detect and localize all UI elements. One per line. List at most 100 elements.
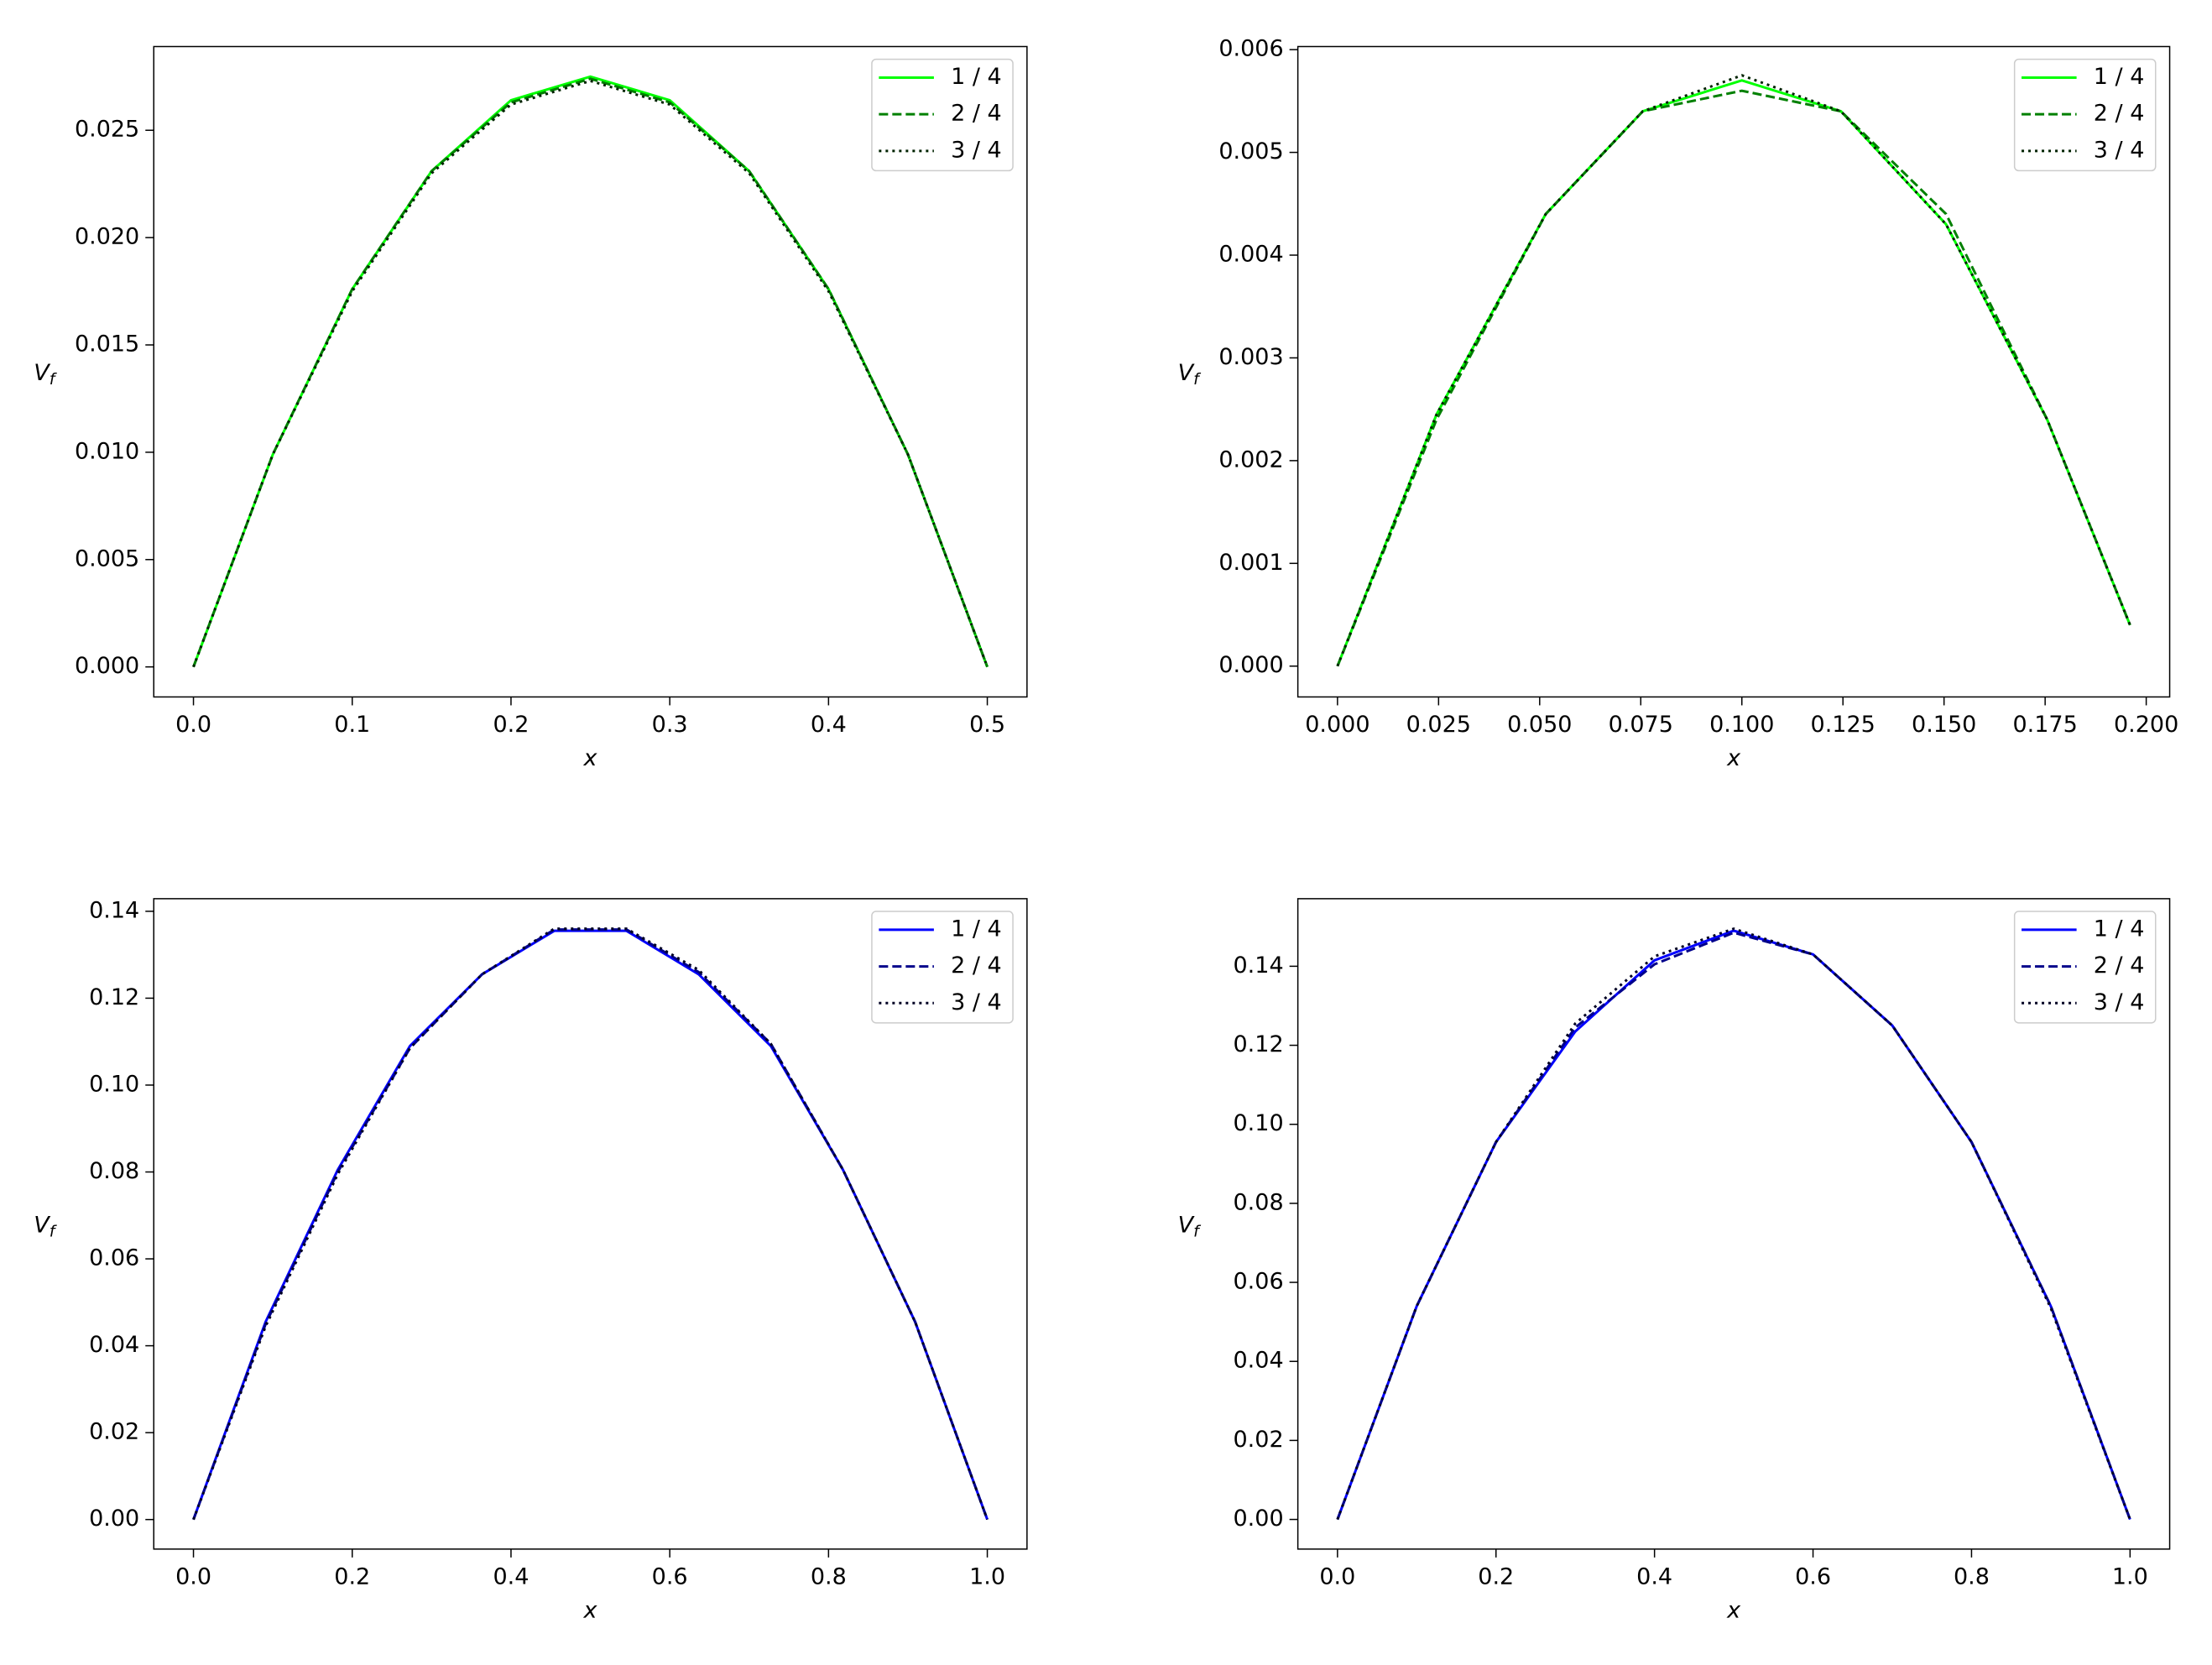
y-tick-label: 0.005 [75, 545, 139, 572]
legend-label: 3 / 4 [2094, 137, 2145, 163]
x-tick-label: 0.0 [175, 712, 211, 738]
x-axis-label: x [583, 745, 598, 771]
subplot: 0.000 0.025 0.050 0.075 0.100 0.125 0.150 0.175… [1178, 36, 2179, 771]
y-tick-label: 0.12 [1234, 1031, 1284, 1057]
x-tick-label: 0.025 [1406, 712, 1471, 738]
y-tick-label: 0.001 [1218, 550, 1283, 576]
x-tick-label: 0.050 [1507, 712, 1572, 738]
x-axis-label: x [1726, 1597, 1741, 1623]
legend-label: 3 / 4 [2094, 989, 2145, 1015]
axes-frame [1296, 898, 2171, 1550]
x-tick-label: 0.0 [1319, 1563, 1355, 1589]
x-tick-label: 0.4 [811, 712, 847, 738]
legend-label: 1 / 4 [951, 916, 1002, 942]
series-line [1336, 89, 2131, 667]
y-tick-label: 0.015 [75, 331, 139, 358]
legend-box [2013, 911, 2157, 1024]
y-tick-label: 0.14 [89, 897, 139, 923]
x-tick-label: 0.2 [1478, 1563, 1514, 1589]
axes-frame [1296, 45, 2171, 698]
y-axis-label-main: V [1178, 359, 1196, 385]
legend-box [2013, 58, 2157, 172]
y-axis-label: Vf [1178, 359, 1202, 388]
x-axis-label: x [1726, 745, 1741, 771]
y-tick-label: 0.025 [75, 117, 139, 143]
y-tick-label: 0.02 [1234, 1427, 1284, 1453]
x-tick-label: 0.075 [1609, 712, 1673, 738]
y-axis-label-sub: f [1193, 369, 1202, 388]
y-tick-label: 0.08 [89, 1158, 139, 1184]
y-tick-label: 0.005 [1218, 138, 1283, 164]
legend-label: 3 / 4 [951, 137, 1002, 163]
x-tick-label: 0.5 [969, 712, 1005, 738]
y-tick-label: 0.14 [1234, 953, 1284, 979]
x-tick-label: 0.100 [1709, 712, 1774, 738]
x-axis-label: x [583, 1597, 598, 1623]
legend-label: 2 / 4 [2094, 101, 2145, 127]
y-tick-label: 0.10 [1234, 1110, 1284, 1136]
x-tick-label: 0.3 [652, 712, 688, 738]
series-line [192, 79, 989, 668]
subplot: 0.0 0.2 0.4 0.6 0.8 1.0 0.00 0.02 0.04 0.06 0.08 0.… [34, 897, 1028, 1623]
x-tick-label: 0.125 [1811, 712, 1876, 738]
x-tick-label: 0.2 [493, 712, 529, 738]
legend-label: 1 / 4 [951, 64, 1002, 90]
series-line [1336, 74, 2131, 667]
y-tick-label: 0.00 [89, 1506, 139, 1532]
y-tick-label: 0.002 [1218, 446, 1283, 472]
x-tick-label: 0.8 [1954, 1563, 1990, 1589]
axes-frame [153, 45, 1028, 698]
axes-frame [153, 898, 1028, 1550]
x-tick-label: 0.0 [175, 1563, 211, 1589]
legend-label: 2 / 4 [951, 953, 1002, 979]
y-axis-label-sub: f [50, 1222, 58, 1240]
legend-label: 2 / 4 [951, 101, 1002, 127]
y-tick-label: 0.04 [1234, 1348, 1284, 1374]
x-tick-label: 0.1 [334, 712, 370, 738]
y-tick-label: 0.010 [75, 438, 139, 464]
legend-box [871, 58, 1014, 172]
legend-label: 1 / 4 [2094, 916, 2145, 942]
series-line [1336, 79, 2131, 667]
x-tick-label: 0.6 [1795, 1563, 1831, 1589]
legend-label: 3 / 4 [951, 989, 1002, 1015]
y-axis-label-main: V [1178, 1212, 1196, 1238]
y-tick-label: 0.04 [89, 1332, 139, 1358]
y-axis-label-main: V [34, 359, 51, 385]
y-tick-label: 0.003 [1218, 344, 1283, 370]
legend-label: 2 / 4 [2094, 953, 2145, 979]
x-tick-label: 0.150 [1912, 712, 1976, 738]
x-tick-label: 0.8 [811, 1563, 847, 1589]
x-tick-label: 0.200 [2114, 712, 2178, 738]
y-axis-label: Vf [1178, 1212, 1202, 1240]
y-tick-label: 0.004 [1218, 242, 1283, 268]
series-line [1336, 927, 2131, 1521]
y-tick-label: 0.000 [75, 653, 139, 679]
y-axis-label-main: V [34, 1212, 51, 1238]
series-line [1336, 929, 2131, 1521]
x-tick-label: 0.6 [652, 1563, 688, 1589]
y-axis-label: Vf [34, 359, 57, 388]
series-line [192, 928, 989, 1521]
y-tick-label: 0.00 [1234, 1506, 1284, 1532]
x-tick-label: 0.4 [493, 1563, 529, 1589]
y-tick-label: 0.08 [1234, 1189, 1284, 1215]
subplot: 0.0 0.1 0.2 0.3 0.4 0.5 0.000 0.005 0.010 0.015 0.… [34, 45, 1028, 771]
x-tick-label: 0.175 [2012, 712, 2077, 738]
x-tick-label: 0.000 [1305, 712, 1369, 738]
x-tick-label: 1.0 [2112, 1563, 2148, 1589]
y-tick-label: 0.06 [89, 1245, 139, 1271]
x-tick-label: 0.4 [1636, 1563, 1672, 1589]
y-tick-label: 0.06 [1234, 1269, 1284, 1295]
subplot: 0.0 0.2 0.4 0.6 0.8 1.0 0.00 0.02 0.04 0.06 0.08 0.… [1178, 898, 2171, 1623]
y-tick-label: 0.006 [1218, 36, 1283, 62]
y-tick-label: 0.000 [1218, 652, 1283, 678]
legend-label: 1 / 4 [2094, 64, 2145, 90]
y-tick-label: 0.02 [89, 1419, 139, 1445]
y-tick-label: 0.12 [89, 984, 139, 1010]
x-tick-label: 1.0 [969, 1563, 1005, 1589]
y-tick-label: 0.10 [89, 1071, 139, 1097]
